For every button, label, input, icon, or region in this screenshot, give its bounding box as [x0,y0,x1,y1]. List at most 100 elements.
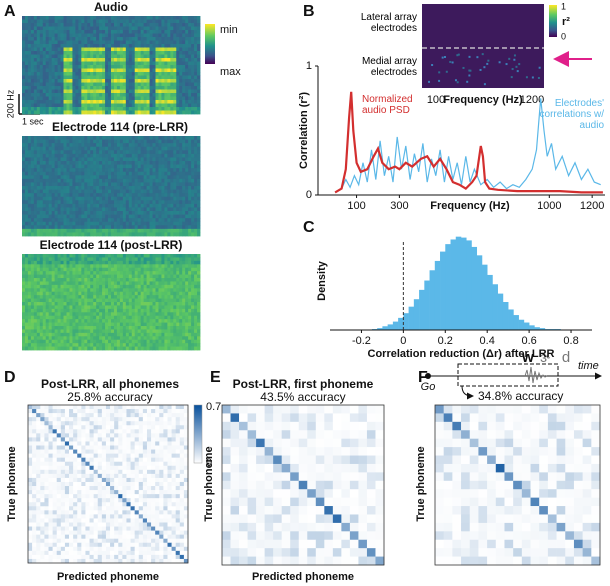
spectrogram-cell [87,96,91,101]
spectrogram-cell [75,278,79,282]
spectrogram-cell [182,82,186,87]
spectrogram-cell [45,332,50,337]
spectrogram-cell [99,86,103,90]
spectrogram-cell [194,72,198,76]
spectrogram-cell [93,37,97,41]
spectrogram-cell [27,211,32,215]
spectrogram-cell [125,58,130,62]
spectrogram-cell [60,79,64,83]
spectrogram-cell [108,214,112,219]
spectrogram-cell [69,40,73,45]
spectrogram-cell [84,79,88,83]
spectrogram-cell [84,161,88,165]
spectrogram-cell [72,26,76,31]
spectrogram-cell [111,346,115,351]
spectrogram-cell [39,339,44,344]
spectrogram-cell [24,110,29,115]
spectrogram-cell [182,288,186,293]
spectrogram-cell [173,218,177,223]
spectrogram-cell [66,107,70,111]
spectrogram-cell [102,86,106,90]
spectrogram-cell [51,47,56,52]
spectrogram-cell [48,110,53,115]
spectrogram-cell [66,153,70,158]
spectrogram-cell [105,30,109,34]
spectrogram-cell [119,312,124,317]
spectrogram-cell [111,175,115,180]
spectrogram-cell [33,19,38,24]
spectrogram-cell [102,186,106,190]
spectrogram-cell [66,214,70,219]
spectrogram-cell [164,298,168,303]
spectrogram-cell [188,200,192,205]
spectrogram-cell [146,153,150,158]
spectrogram-cell [45,54,50,59]
spectrogram-cell [125,196,130,201]
spectrogram-cell [75,284,79,289]
spectrogram-cell [185,23,189,27]
spectrogram-cell [48,264,53,269]
spectrogram-cell [51,82,56,87]
spectrogram-cell [66,267,70,272]
spectrogram-cell [45,23,50,27]
phoneme: w [521,349,534,366]
spectrogram-cell [164,100,168,104]
spectrogram-cell [75,110,79,115]
spectrogram-cell [140,178,145,183]
spectrogram-cell [105,322,109,327]
spectrogram-cell [170,288,174,293]
spectrogram-cell [45,161,50,165]
spectrogram-cell [54,100,58,104]
spectrogram-cell [161,30,165,34]
spectrogram-cell [66,319,70,323]
spectrogram-cell [113,207,118,212]
spectrogram-cell [119,339,124,344]
spectrogram-cell [24,291,29,296]
spectrogram-cell [39,225,44,230]
spectrogram-cell [131,175,136,180]
spectrogram-cell [69,278,73,282]
spectrogram-cell [75,168,79,173]
spectrogram-cell [87,157,91,162]
spectrogram-cell [128,211,133,215]
spectrogram-cell [75,312,79,317]
spectrogram-cell [69,196,73,201]
arrow [461,385,474,400]
spectrogram-cell [105,264,109,269]
spectrogram-cell [134,211,139,215]
spectrogram-cell [179,203,183,208]
spectrogram-cell [30,332,35,337]
spectrogram-cell [66,332,70,337]
spectrogram-cell [69,281,73,286]
spectrogram-cell [42,30,47,34]
spectrogram-cell [152,54,156,59]
inset-x-tick: 100 [427,94,445,106]
spectrogram-cell [66,274,70,279]
spectrogram-cell [167,157,171,162]
spectrogram-cell [108,207,112,212]
spectrogram-cell [149,103,153,108]
spectrogram-cell [161,26,165,31]
spectrogram-cell [176,182,180,187]
spectrogram-cell [185,278,189,282]
spectrogram-cell [93,332,97,337]
spectrogram-cell [87,164,91,169]
spectrogram-cell [179,326,183,330]
spectrogram-cell [105,278,109,282]
spectrogram-cell [149,26,153,31]
spectrogram-cell [197,211,201,215]
spectrogram-cell [33,278,38,282]
spectrogram-cell [122,23,127,27]
spectrogram-cell [75,178,79,183]
spectrogram-cell [33,343,38,347]
spectrogram-cell [30,232,35,237]
spectrogram-cell [185,16,189,20]
spectrogram-cell [113,305,118,310]
spectrogram-cell [146,79,150,83]
spectrogram-cell [146,100,150,104]
spectrogram-cell [69,72,73,76]
spectrogram-cell [167,189,171,194]
spectrogram-cell [167,110,171,115]
spectrogram-cell [134,329,139,334]
spectrogram-cell [90,257,94,262]
